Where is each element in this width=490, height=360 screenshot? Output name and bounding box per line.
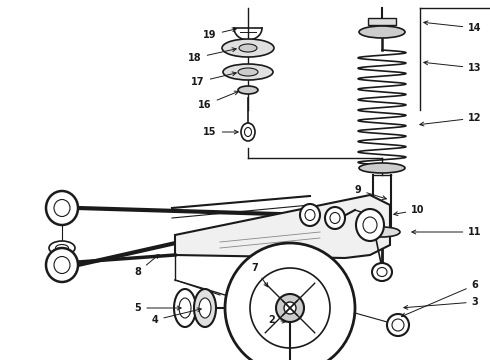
Ellipse shape [392, 319, 404, 331]
Ellipse shape [245, 127, 251, 136]
Text: 3: 3 [404, 297, 478, 309]
Text: 7: 7 [252, 263, 268, 287]
Ellipse shape [225, 243, 355, 360]
Ellipse shape [250, 268, 330, 348]
Text: 19: 19 [203, 28, 236, 40]
Ellipse shape [194, 289, 216, 327]
Ellipse shape [179, 298, 191, 318]
Text: 5: 5 [135, 303, 181, 313]
Text: 6: 6 [401, 280, 478, 317]
Text: 1: 1 [0, 359, 1, 360]
Ellipse shape [364, 227, 400, 237]
Ellipse shape [223, 64, 273, 80]
Ellipse shape [330, 212, 340, 224]
Text: 11: 11 [412, 227, 482, 237]
Ellipse shape [49, 241, 75, 255]
Text: 12: 12 [420, 113, 482, 126]
Ellipse shape [359, 163, 405, 173]
Ellipse shape [199, 298, 211, 318]
Ellipse shape [55, 244, 69, 252]
Text: 10: 10 [394, 205, 425, 216]
Bar [368, 18, 396, 25]
Ellipse shape [276, 294, 304, 322]
Text: 17: 17 [191, 72, 236, 87]
Ellipse shape [241, 123, 255, 141]
Ellipse shape [46, 248, 78, 282]
Ellipse shape [284, 302, 296, 314]
Ellipse shape [238, 86, 258, 94]
Ellipse shape [359, 26, 405, 38]
Text: 16: 16 [198, 91, 239, 110]
Ellipse shape [325, 207, 345, 229]
Text: 14: 14 [424, 21, 482, 33]
Ellipse shape [372, 263, 392, 281]
Text: 8: 8 [135, 255, 159, 277]
Ellipse shape [377, 267, 387, 276]
Ellipse shape [54, 256, 70, 274]
Text: 4: 4 [151, 308, 201, 325]
Ellipse shape [238, 68, 258, 76]
Polygon shape [175, 195, 390, 258]
Text: 2: 2 [269, 315, 286, 325]
Ellipse shape [46, 191, 78, 225]
Ellipse shape [363, 217, 377, 233]
Ellipse shape [222, 39, 274, 57]
Ellipse shape [300, 204, 320, 226]
Ellipse shape [305, 210, 315, 220]
Text: 15: 15 [203, 127, 238, 137]
Ellipse shape [54, 199, 70, 216]
Text: 18: 18 [188, 48, 236, 63]
Ellipse shape [387, 314, 409, 336]
Ellipse shape [356, 209, 384, 241]
Text: 13: 13 [424, 61, 482, 73]
Ellipse shape [239, 44, 257, 52]
Ellipse shape [174, 289, 196, 327]
Text: 9: 9 [355, 185, 386, 199]
